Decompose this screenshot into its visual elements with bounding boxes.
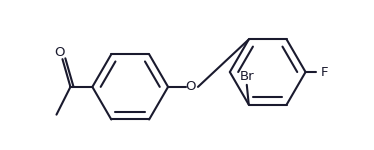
Text: O: O [186, 80, 196, 93]
Text: O: O [54, 46, 65, 59]
Text: F: F [321, 66, 328, 79]
Text: Br: Br [239, 70, 254, 83]
